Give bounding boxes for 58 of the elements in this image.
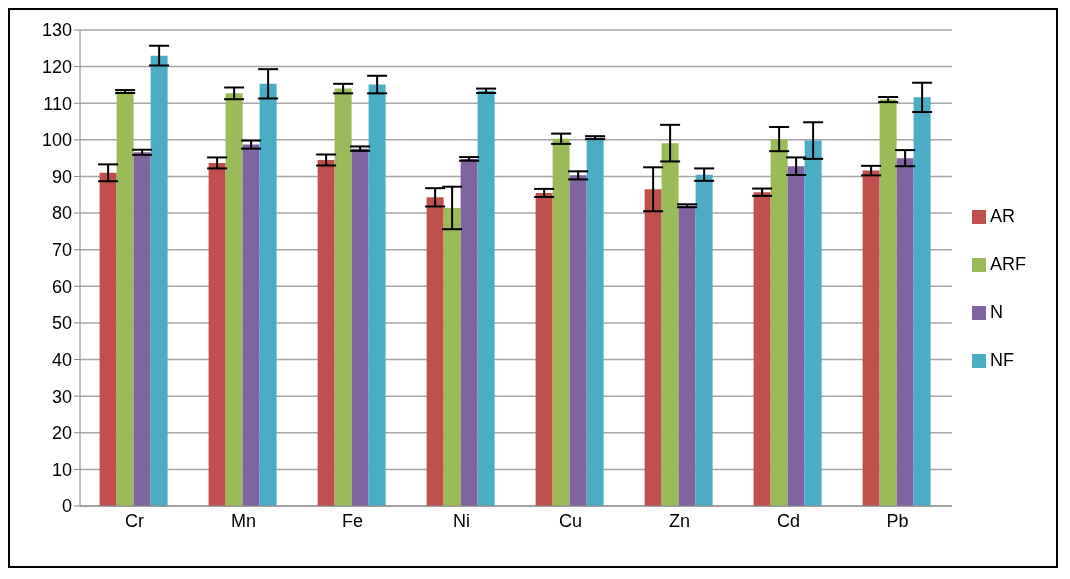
x-tick-label: Pb bbox=[886, 510, 909, 531]
y-tick-label: 0 bbox=[61, 496, 72, 517]
bar bbox=[770, 139, 788, 506]
y-tick-label: 50 bbox=[51, 313, 72, 334]
y-tick-label: 40 bbox=[51, 349, 72, 370]
bar bbox=[477, 90, 495, 506]
bar bbox=[804, 140, 822, 506]
legend-label: ARF bbox=[990, 254, 1026, 274]
y-tick-label: 80 bbox=[51, 203, 72, 224]
bar bbox=[334, 88, 352, 506]
bar bbox=[317, 159, 335, 506]
legend-label: N bbox=[990, 302, 1003, 322]
y-tick-label: 30 bbox=[51, 386, 72, 407]
bar bbox=[913, 97, 931, 506]
bar bbox=[552, 138, 570, 506]
bar bbox=[862, 170, 880, 506]
bar bbox=[133, 152, 151, 506]
bar bbox=[242, 144, 260, 506]
x-tick-label: Cd bbox=[776, 510, 801, 531]
y-tick-label: 90 bbox=[51, 166, 72, 187]
x-tick-label: Mn bbox=[230, 510, 257, 531]
bar bbox=[116, 91, 134, 506]
bar bbox=[753, 192, 771, 506]
y-tick-label: 70 bbox=[51, 240, 72, 261]
bar bbox=[259, 83, 277, 506]
x-tick-label: Zn bbox=[668, 510, 691, 531]
bar bbox=[460, 158, 478, 506]
bar bbox=[695, 174, 713, 506]
y-tick-label: 100 bbox=[41, 130, 72, 151]
bar bbox=[150, 55, 168, 506]
bar bbox=[443, 207, 461, 506]
x-tick-label: Cr bbox=[125, 510, 144, 531]
y-tick-label: 20 bbox=[51, 423, 72, 444]
bar bbox=[351, 148, 369, 506]
y-tick-label: 10 bbox=[51, 459, 72, 480]
bar bbox=[661, 143, 679, 506]
y-tick-label: 110 bbox=[43, 93, 72, 114]
legend-label: AR bbox=[990, 206, 1016, 226]
bar bbox=[426, 197, 444, 506]
y-tick-label: 60 bbox=[51, 276, 72, 297]
bar bbox=[569, 175, 587, 506]
x-tick-label: Cu bbox=[558, 510, 583, 531]
y-tick-label: 130 bbox=[41, 20, 72, 41]
bar bbox=[99, 172, 117, 506]
bar bbox=[644, 189, 662, 506]
bar bbox=[879, 99, 897, 506]
x-tick-label: Ni bbox=[453, 510, 470, 531]
bar bbox=[368, 84, 386, 506]
bar bbox=[787, 166, 805, 506]
x-tick-label: Fe bbox=[341, 510, 364, 531]
y-tick-label: 120 bbox=[41, 57, 72, 78]
bar bbox=[896, 158, 914, 506]
legend-label: NF bbox=[990, 350, 1014, 370]
bar bbox=[535, 192, 553, 506]
bar bbox=[678, 205, 696, 506]
bar bbox=[586, 137, 604, 506]
bar bbox=[225, 93, 243, 506]
bar bbox=[208, 162, 226, 506]
